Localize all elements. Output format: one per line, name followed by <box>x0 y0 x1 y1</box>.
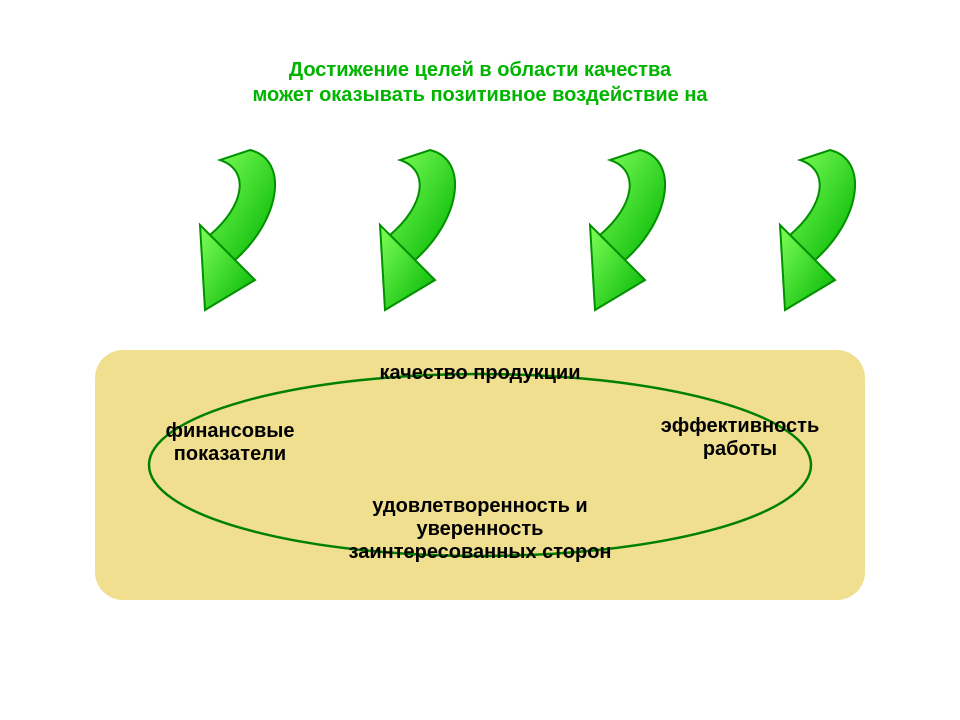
label-right: эффективностьработы <box>620 415 860 461</box>
diagram-canvas: Достижение целей в области качества може… <box>0 0 960 720</box>
arrow-2 <box>330 140 480 320</box>
arrow-4 <box>730 140 880 320</box>
title-line-1: Достижение целей в области качества <box>289 59 671 81</box>
label-left: финансовыепоказатели <box>120 420 340 466</box>
title-line-2: может оказывать позитивное воздействие н… <box>252 84 707 106</box>
label-bottom: удовлетворенность иуверенностьзаинтересо… <box>280 495 680 564</box>
arrow-3 <box>540 140 690 320</box>
label-top: качество продукции <box>300 362 660 385</box>
diagram-title: Достижение целей в области качества може… <box>0 58 960 108</box>
arrow-1 <box>150 140 300 320</box>
